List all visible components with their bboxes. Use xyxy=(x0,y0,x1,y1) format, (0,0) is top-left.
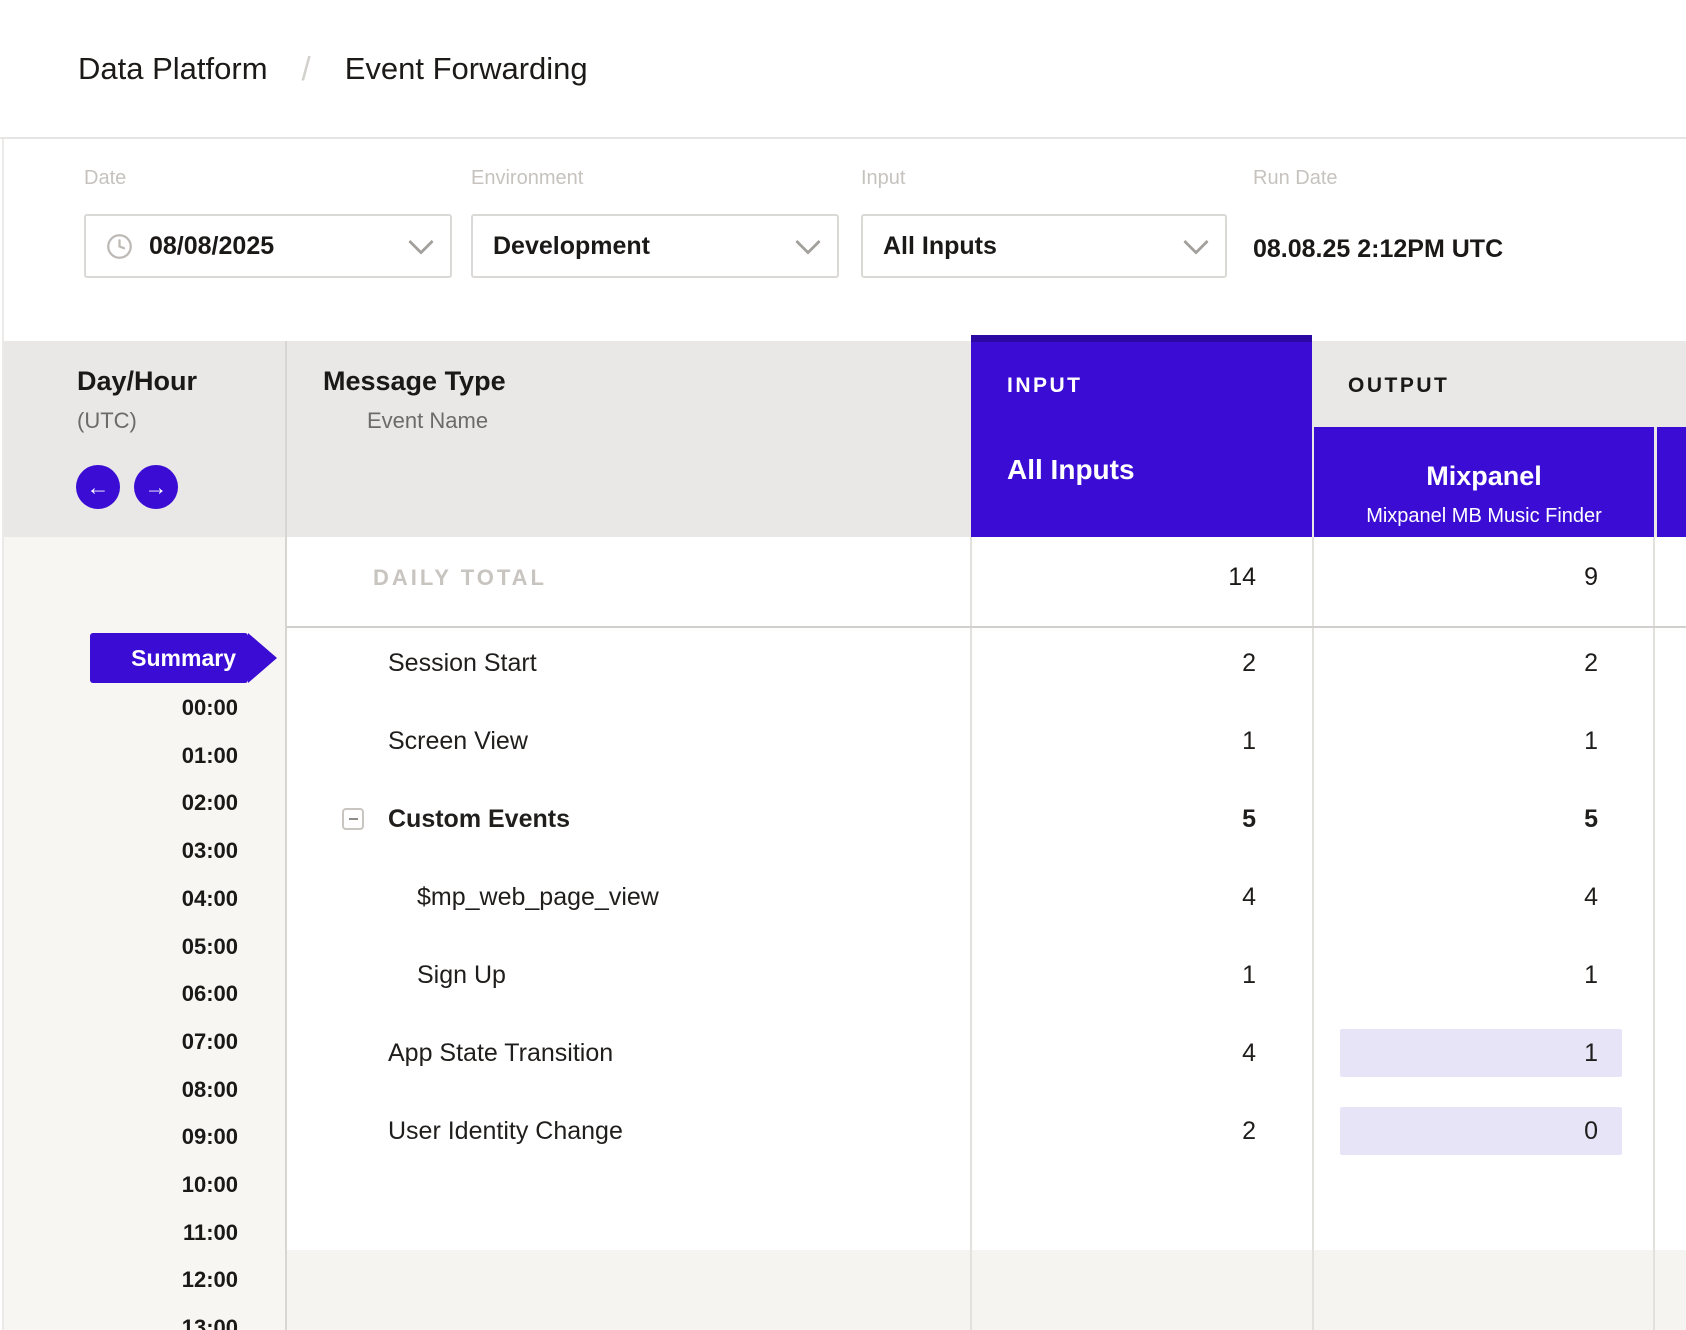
page-title: Event Forwarding xyxy=(345,51,588,87)
daily-total-output-count: 9 xyxy=(1312,562,1598,592)
collapse-toggle-icon[interactable] xyxy=(342,808,364,830)
table-bottom-band xyxy=(286,1250,1686,1330)
input-value: All Inputs xyxy=(883,232,997,261)
date-filter: Date 08/08/2025 xyxy=(84,166,452,278)
output-column-header-mixpanel[interactable]: Mixpanel Mixpanel MB Music Finder xyxy=(1314,427,1654,537)
event-row-label: User Identity Change xyxy=(388,1115,623,1147)
hour-row-label[interactable]: 10:00 xyxy=(4,1171,238,1199)
output-column-name: Mixpanel xyxy=(1314,460,1654,492)
event-row-label: Session Start xyxy=(388,647,537,679)
output-column-subtitle: Mixpanel MB Music Finder xyxy=(1314,504,1654,528)
hour-row-label[interactable]: 06:00 xyxy=(4,980,238,1008)
hour-row-label[interactable]: 03:00 xyxy=(4,837,238,865)
arrow-right-icon: → xyxy=(145,476,168,499)
output-count-cell: 0 xyxy=(1312,1115,1598,1147)
hour-row-label[interactable]: 05:00 xyxy=(4,933,238,961)
output-count-cell: 1 xyxy=(1312,1037,1598,1069)
date-filter-label: Date xyxy=(84,166,452,190)
hour-row-label[interactable]: 12:00 xyxy=(4,1266,238,1294)
input-count-cell: 4 xyxy=(970,1037,1256,1069)
hour-row-label[interactable]: 08:00 xyxy=(4,1076,238,1104)
summary-row-selector[interactable]: Summary xyxy=(90,633,248,683)
input-filter-label: Input xyxy=(861,166,1227,190)
environment-filter-label: Environment xyxy=(471,166,839,190)
daily-total-input-count: 14 xyxy=(970,562,1256,592)
input-count-cell: 2 xyxy=(970,1115,1256,1147)
input-filter: Input All Inputs xyxy=(861,166,1227,278)
event-row-label: Sign Up xyxy=(417,959,506,991)
event-row-label: App State Transition xyxy=(388,1037,613,1069)
arrow-left-icon: ← xyxy=(87,476,110,499)
input-column-header[interactable]: INPUT All Inputs xyxy=(971,335,1312,537)
event-row-label: Screen View xyxy=(388,725,528,757)
sidebar-divider xyxy=(285,341,287,1330)
next-day-button[interactable]: → xyxy=(134,465,178,509)
day-hour-subtitle: (UTC) xyxy=(77,408,137,434)
daily-total-label: DAILY TOTAL xyxy=(373,565,547,591)
breadcrumb-separator: / xyxy=(302,50,311,88)
clock-icon xyxy=(106,233,133,260)
hour-row-label[interactable]: 00:00 xyxy=(4,694,238,722)
output-count-cell: 2 xyxy=(1312,647,1598,679)
output-count-cell: 1 xyxy=(1312,959,1598,991)
event-row-label: Custom Events xyxy=(388,803,570,835)
input-count-cell: 1 xyxy=(970,725,1256,757)
summary-label: Summary xyxy=(131,645,236,672)
output-count-cell: 5 xyxy=(1312,803,1598,835)
hour-row-label[interactable]: 01:00 xyxy=(4,742,238,770)
message-type-header: Message Type xyxy=(323,366,506,397)
column-divider xyxy=(1653,537,1655,1330)
environment-dropdown[interactable]: Development xyxy=(471,214,839,278)
minus-icon xyxy=(349,818,358,820)
hour-row-label[interactable]: 13:00 xyxy=(4,1314,238,1330)
date-value: 08/08/2025 xyxy=(149,232,274,261)
environment-value: Development xyxy=(493,232,650,261)
breadcrumb-parent-link[interactable]: Data Platform xyxy=(78,51,268,87)
event-forwarding-page: Data Platform / Event Forwarding Date 08… xyxy=(0,0,1686,1330)
chevron-down-icon xyxy=(1183,229,1208,254)
chevron-down-icon xyxy=(408,229,433,254)
input-count-cell: 1 xyxy=(970,959,1256,991)
day-hour-header: Day/Hour xyxy=(77,366,197,397)
previous-day-button[interactable]: ← xyxy=(76,465,120,509)
run-date: Run Date 08.08.25 2:12PM UTC xyxy=(1253,166,1503,264)
run-date-label: Run Date xyxy=(1253,166,1503,190)
breadcrumb: Data Platform / Event Forwarding xyxy=(78,0,588,137)
message-type-subtitle: Event Name xyxy=(367,408,488,434)
output-column-header-partial[interactable] xyxy=(1657,427,1686,537)
environment-filter: Environment Development xyxy=(471,166,839,278)
input-count-cell: 4 xyxy=(970,881,1256,913)
output-section-label: OUTPUT xyxy=(1348,374,1449,398)
chevron-down-icon xyxy=(795,229,820,254)
input-dropdown[interactable]: All Inputs xyxy=(861,214,1227,278)
hour-row-label[interactable]: 11:00 xyxy=(4,1219,238,1247)
output-count-cell: 1 xyxy=(1312,725,1598,757)
run-date-value: 08.08.25 2:12PM UTC xyxy=(1253,234,1503,264)
input-count-cell: 2 xyxy=(970,647,1256,679)
date-dropdown[interactable]: 08/08/2025 xyxy=(84,214,452,278)
daily-total-divider xyxy=(287,626,1686,628)
output-count-cell: 4 xyxy=(1312,881,1598,913)
hour-row-label[interactable]: 09:00 xyxy=(4,1123,238,1151)
input-section-label: INPUT xyxy=(1007,374,1083,398)
event-row-label: $mp_web_page_view xyxy=(417,881,659,913)
input-count-cell: 5 xyxy=(970,803,1256,835)
input-column-top-strip xyxy=(971,335,1312,342)
hour-row-label[interactable]: 04:00 xyxy=(4,885,238,913)
input-column-name: All Inputs xyxy=(1007,454,1135,486)
hour-row-label[interactable]: 02:00 xyxy=(4,789,238,817)
hour-row-label[interactable]: 07:00 xyxy=(4,1028,238,1056)
